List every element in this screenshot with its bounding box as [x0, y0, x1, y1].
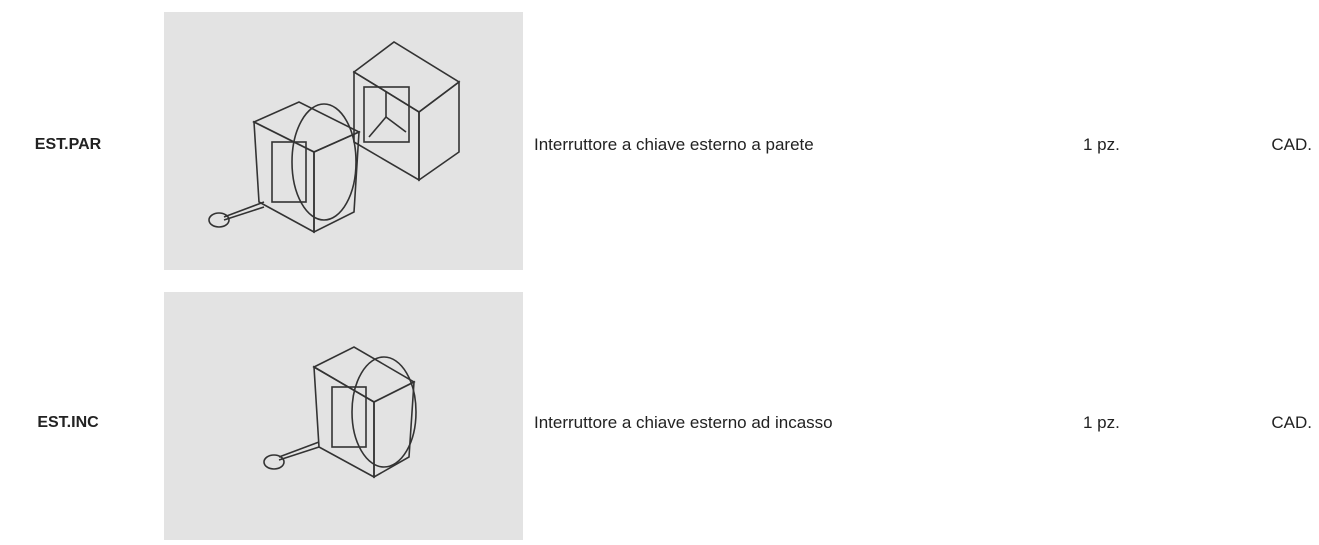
product-row: EST.INC Interruttore a chiave esterno ad…: [0, 292, 1319, 540]
product-image: [164, 12, 523, 270]
product-unit: CAD.: [1271, 413, 1312, 432]
product-code: EST.PAR: [34, 136, 102, 153]
product-description: Interruttore a chiave esterno ad incasso: [534, 413, 833, 432]
key-switch-drawing: [208, 41, 461, 234]
product-description: Interruttore a chiave esterno a parete: [534, 135, 814, 154]
product-unit: CAD.: [1271, 135, 1312, 154]
product-code: EST.INC: [37, 414, 99, 431]
product-quantity: 1 pz.: [1083, 135, 1120, 154]
product-quantity: 1 pz.: [1083, 413, 1120, 432]
product-row: EST.PAR Interruttore a chiave esterno a …: [0, 12, 1319, 270]
key-switch-drawing: [263, 346, 417, 479]
product-image: [164, 292, 523, 540]
